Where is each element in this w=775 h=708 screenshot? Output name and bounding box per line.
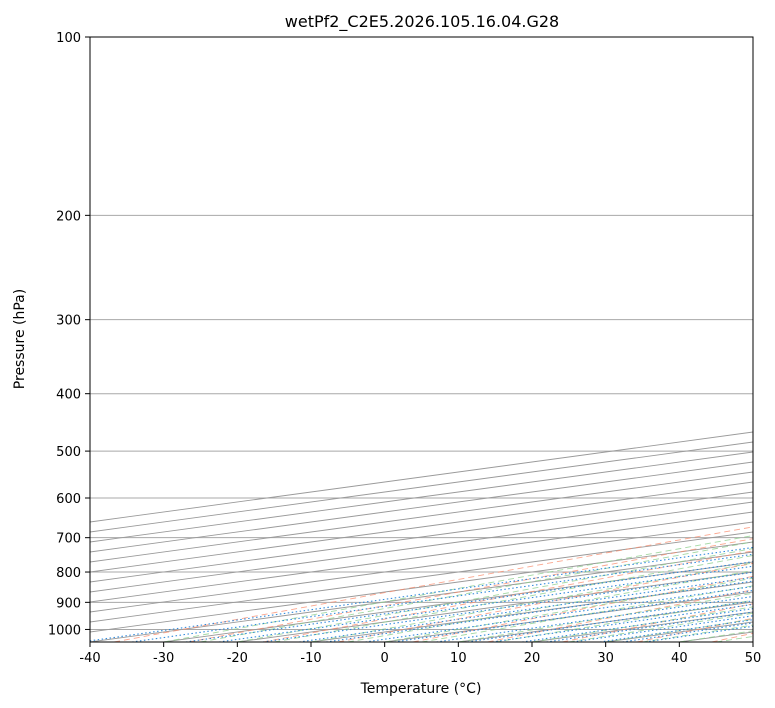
isotherm-line — [90, 481, 753, 573]
y-tick-label: 700 — [56, 532, 81, 547]
isotherm-line — [90, 511, 753, 603]
mixing-ratio-line — [185, 561, 753, 642]
mixing-ratio-line — [467, 600, 753, 642]
y-tick-label: 500 — [56, 445, 81, 460]
y-tick-label: 600 — [56, 492, 81, 507]
dry-adiabat-line — [188, 538, 753, 642]
isotherm-line — [90, 491, 753, 583]
isotherm-line — [90, 451, 753, 543]
y-tick-label: 200 — [56, 209, 81, 224]
isotherm-line — [90, 461, 753, 553]
x-tick-label: -20 — [227, 651, 248, 666]
moist-adiabat-line — [200, 541, 753, 642]
mixing-ratio-line — [90, 546, 753, 642]
x-axis-title: Temperature (°C) — [360, 681, 482, 697]
chart-title: wetPf2_C2E5.2026.105.16.04.G28 — [285, 12, 559, 32]
x-axis: -40 -30 -20 -10 0 10 20 30 40 50 — [79, 642, 761, 666]
moist-adiabat-line — [347, 569, 753, 642]
y-tick-label: 900 — [56, 596, 81, 611]
x-tick-label: 0 — [381, 651, 389, 666]
dry-adiabat-line — [114, 526, 753, 642]
moist-adiabat-line — [237, 548, 753, 642]
y-tick-label: 1000 — [48, 623, 81, 638]
y-tick-label: 400 — [56, 388, 81, 403]
background-lines — [90, 37, 753, 642]
moist-adiabat-line — [384, 577, 753, 642]
x-tick-label: 50 — [745, 651, 762, 666]
mixing-ratio-line — [436, 595, 753, 642]
y-tick-label: 800 — [56, 566, 81, 581]
x-tick-label: -30 — [153, 651, 174, 666]
y-axis: 100 200 300 400 500 600 700 800 900 1000 — [48, 31, 90, 638]
x-tick-label: 20 — [524, 651, 541, 666]
x-tick-label: -40 — [79, 651, 100, 666]
plot-frame — [89, 36, 754, 643]
mixing-ratio-line — [131, 553, 753, 642]
dry-adiabat-line — [412, 575, 753, 642]
x-tick-label: 10 — [450, 651, 467, 666]
isotherm-line — [90, 531, 753, 623]
dry-adiabat-line — [338, 562, 753, 642]
y-tick-label: 300 — [56, 314, 81, 329]
isotherm-line — [90, 521, 753, 613]
mixing-ratio-line — [492, 603, 753, 642]
y-tick-label: 100 — [56, 31, 81, 46]
y-axis-title: Pressure (hPa) — [12, 289, 28, 389]
mixing-ratio-line — [522, 608, 753, 642]
x-tick-label: 40 — [671, 651, 688, 666]
isotherm-line — [90, 501, 753, 593]
x-tick-label: 30 — [597, 651, 614, 666]
x-tick-label: -10 — [300, 651, 321, 666]
isotherm-line — [90, 471, 753, 563]
